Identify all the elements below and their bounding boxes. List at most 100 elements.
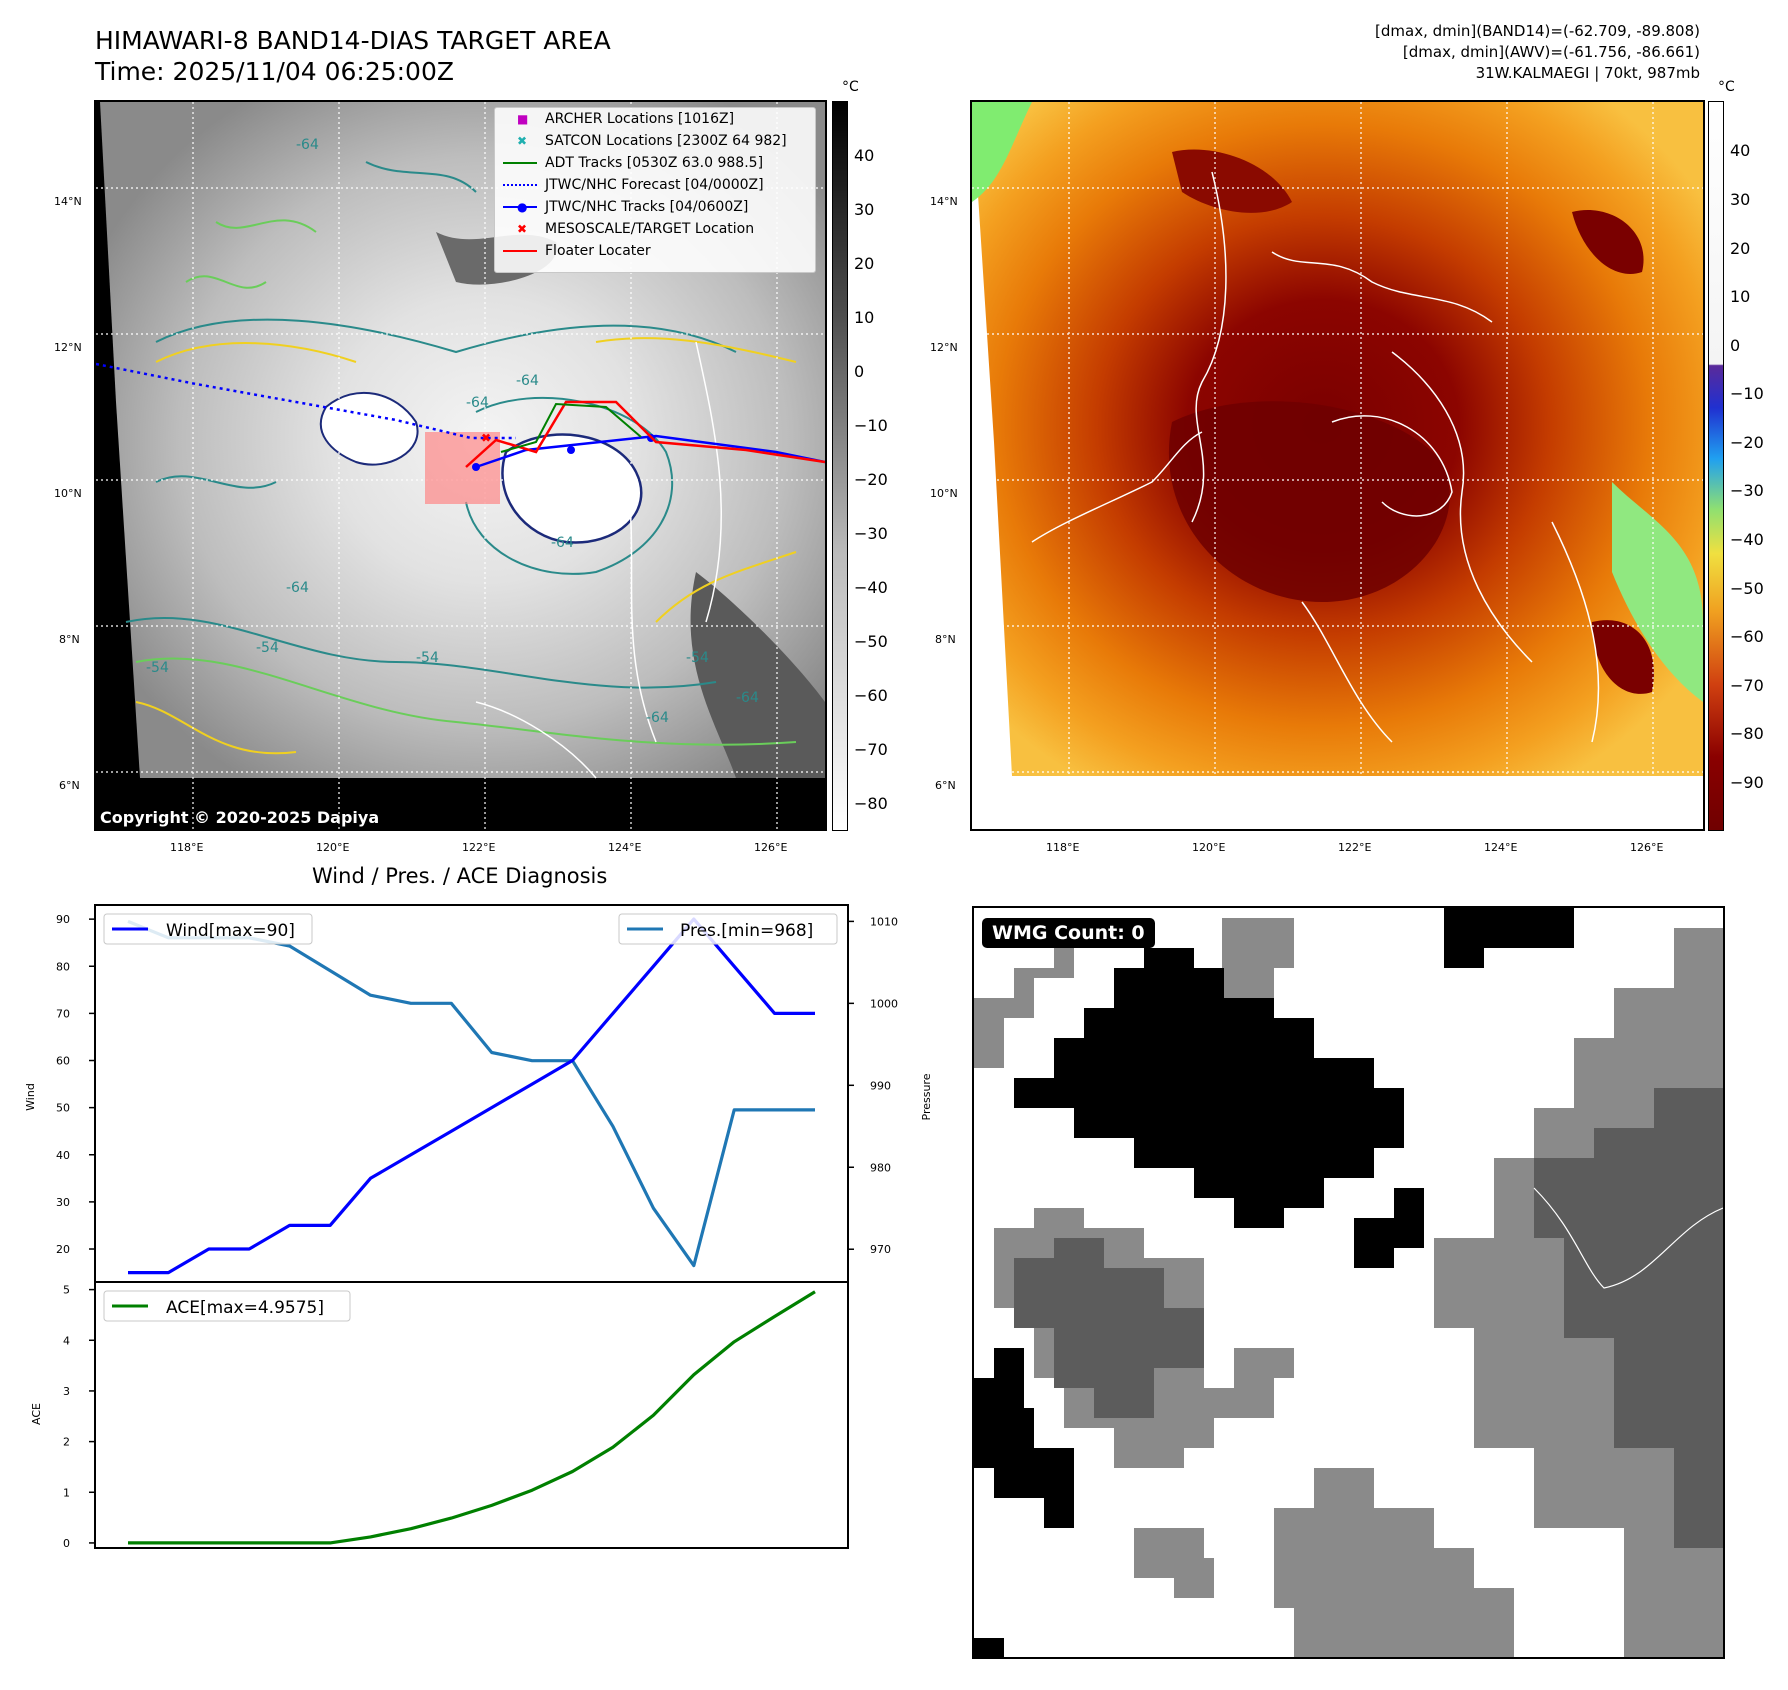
colorbar-tick: 40 [854, 146, 875, 165]
pressure-tick-label: 990 [870, 1079, 891, 1092]
contour-label: -64 [286, 580, 309, 596]
wind-tick-label: 20 [56, 1243, 70, 1256]
line-swatch-icon [503, 206, 537, 208]
storm-info: 31W.KALMAEGI | 70kt, 987mb [1475, 64, 1700, 82]
colorbar-tick: 40 [1730, 141, 1751, 160]
pressure-tick-label: 980 [870, 1161, 891, 1174]
lat-tick: 8°N [935, 633, 956, 646]
wmg-panel: WMG Count: 0 [972, 906, 1725, 1659]
stats-band14: [dmax, dmin](BAND14)=(-62.709, -89.808) [1375, 22, 1700, 40]
lat-tick: 6°N [59, 779, 80, 792]
main-title: HIMAWARI-8 BAND14-DIAS TARGET AREA [95, 26, 611, 55]
wind-axis-ticks: 90 80 70 60 50 40 30 20 [56, 913, 95, 1256]
colorbar-tick: −60 [1730, 627, 1764, 646]
svg-text:✖: ✖ [481, 431, 491, 445]
colorbar-tick: −60 [854, 686, 888, 705]
ir-map-legend: ■ ARCHER Locations [1016Z] ✖ SATCON Loca… [494, 107, 816, 273]
x-marker-icon: ✖ [517, 134, 528, 148]
colorbar-tick: 10 [1730, 287, 1751, 306]
legend-label: JTWC/NHC Tracks [04/0600Z] [545, 199, 749, 215]
lat-tick: 6°N [935, 779, 956, 792]
line-swatch-icon [503, 250, 537, 252]
legend-archer: ■ ARCHER Locations [1016Z] [495, 108, 815, 130]
colorbar-tick: 30 [854, 200, 875, 219]
wv-colorbar [1708, 101, 1724, 831]
contour-label: -64 [466, 395, 489, 411]
contour-label: -54 [686, 650, 709, 666]
contour-label: -64 [296, 137, 319, 153]
x-marker-icon: ✖ [517, 222, 528, 236]
wind-tick-label: 50 [56, 1102, 70, 1115]
lon-tick: 120°E [316, 841, 350, 854]
wv-colorbar-unit: °C [1718, 79, 1735, 95]
time-label: Time: 2025/11/04 06:25:00Z [95, 57, 454, 86]
ace-axis-label: ACE [30, 1403, 43, 1425]
wind-tick-label: 90 [56, 913, 70, 926]
lon-tick: 118°E [170, 841, 204, 854]
legend-satcon: ✖ SATCON Locations [2300Z 64 982] [495, 130, 815, 152]
colorbar-tick: −80 [854, 794, 888, 813]
colorbar-tick: −50 [854, 632, 888, 651]
colorbar-tick: 20 [854, 254, 875, 273]
lon-tick: 118°E [1046, 841, 1080, 854]
colorbar-tick: 30 [1730, 190, 1751, 209]
contour-label: -54 [416, 650, 439, 666]
contour-label: -54 [146, 660, 169, 676]
legend-mesoscale: ✖ MESOSCALE/TARGET Location [495, 218, 815, 240]
ace-axis-ticks: 5 4 3 2 1 0 [63, 1284, 95, 1550]
diagnosis-title: Wind / Pres. / ACE Diagnosis [312, 864, 608, 888]
legend-label: SATCON Locations [2300Z 64 982] [545, 133, 787, 149]
pressure-legend: Pres.[min=968] [618, 913, 838, 945]
ace-legend-label: ACE[max=4.9575] [166, 1298, 324, 1318]
legend-label: ADT Tracks [0530Z 63.0 988.5] [545, 155, 764, 171]
legend-label: ARCHER Locations [1016Z] [545, 111, 735, 127]
ace-tick-label: 5 [63, 1284, 70, 1297]
colorbar-tick: −10 [1730, 384, 1764, 403]
wv-map-image [972, 102, 1703, 829]
colorbar-tick: −90 [1730, 773, 1764, 792]
legend-floater: Floater Locater [495, 240, 815, 262]
wmg-image [974, 908, 1723, 1657]
wind-tick-label: 80 [56, 960, 70, 973]
legend-jtwc-tracks: ● JTWC/NHC Tracks [04/0600Z] [495, 196, 815, 218]
wind-legend: Wind[max=90] [103, 913, 313, 945]
contour-label: -64 [516, 373, 539, 389]
dot-marker-icon: ● [517, 200, 528, 214]
colorbar-tick: −70 [854, 740, 888, 759]
legend-label: MESOSCALE/TARGET Location [545, 221, 755, 237]
colorbar-tick: 20 [1730, 239, 1751, 258]
contour-label: -54 [256, 640, 279, 656]
colorbar-tick: 0 [854, 362, 865, 381]
legend-label: JTWC/NHC Forecast [04/0000Z] [545, 177, 764, 193]
colorbar-tick: 10 [854, 308, 875, 327]
colorbar-tick: −70 [1730, 676, 1764, 695]
ace-legend: ACE[max=4.9575] [103, 1290, 351, 1322]
colorbar-tick: −80 [1730, 724, 1764, 743]
legend-label: Floater Locater [545, 243, 651, 259]
lon-tick: 126°E [754, 841, 788, 854]
dotted-line-swatch-icon [503, 184, 537, 186]
lon-tick: 124°E [608, 841, 642, 854]
pressure-axis-ticks: 1010 1000 990 980 970 [848, 915, 898, 1256]
lat-tick: 10°N [930, 487, 958, 500]
stats-awv: [dmax, dmin](AWV)=(-61.756, -86.661) [1402, 43, 1700, 61]
lat-tick: 12°N [930, 341, 958, 354]
wind-axis-label: Wind [24, 1083, 37, 1111]
ace-tick-label: 0 [63, 1537, 70, 1550]
diagnosis-chart: 90 80 70 60 50 40 30 20 1010 1000 990 980 970 5 4 3 2 1… [24, 904, 933, 1550]
wind-legend-label: Wind[max=90] [166, 921, 295, 941]
colorbar-tick: −40 [1730, 530, 1764, 549]
colorbar-tick: −40 [854, 578, 888, 597]
square-marker-icon: ■ [517, 112, 529, 126]
pressure-tick-label: 1010 [870, 915, 898, 928]
lat-tick: 14°N [54, 195, 82, 208]
lon-tick: 122°E [1338, 841, 1372, 854]
ace-tick-label: 3 [63, 1385, 70, 1398]
wind-tick-label: 60 [56, 1055, 70, 1068]
line-swatch-icon [503, 162, 537, 164]
pressure-legend-label: Pres.[min=968] [680, 921, 813, 941]
lon-tick: 120°E [1192, 841, 1226, 854]
contour-label: -64 [646, 710, 669, 726]
lat-tick: 8°N [59, 633, 80, 646]
colorbar-tick: −10 [854, 416, 888, 435]
